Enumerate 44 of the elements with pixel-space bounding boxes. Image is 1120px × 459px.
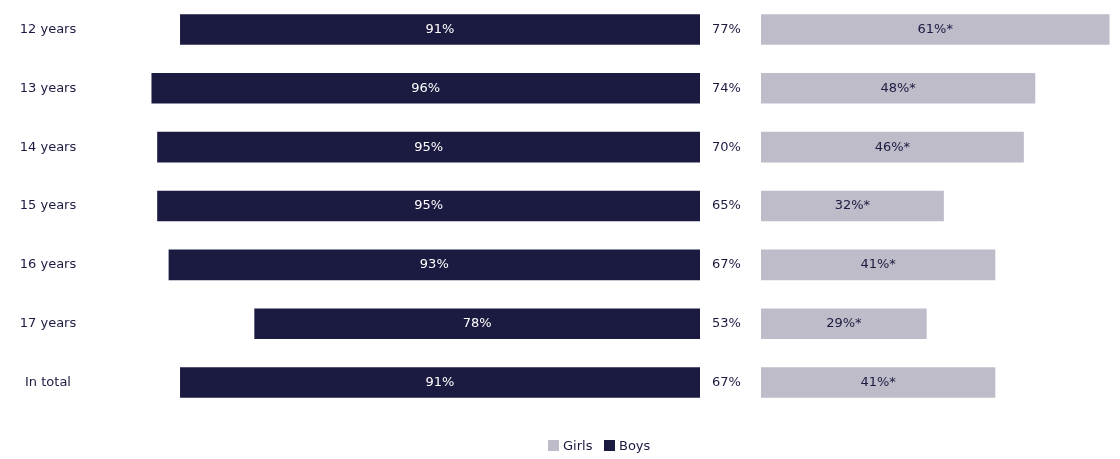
bar [761, 14, 1110, 45]
legend-label: Girls [562, 438, 593, 453]
data-label: 91% [425, 20, 455, 36]
data-label: 41%* [860, 256, 897, 272]
legend-label: Boys [618, 438, 651, 453]
text: 67% [712, 256, 741, 272]
text: 74% [712, 79, 741, 95]
data-label: 91% [425, 373, 455, 389]
bar [254, 308, 700, 340]
data-label: 95% [414, 197, 444, 213]
bar [157, 190, 700, 222]
data-label: 41%* [860, 373, 897, 389]
text: 67% [712, 373, 741, 389]
data-label: 29%* [826, 315, 863, 331]
y-tick-label: 16 years [19, 256, 77, 272]
y-tick-label: 17 years [19, 315, 77, 331]
data-label: 32%* [834, 197, 871, 213]
data-label: 48%* [880, 79, 917, 95]
data-label: 95% [414, 138, 444, 154]
bar [761, 131, 1024, 163]
y-tick-label: 12 years [19, 20, 77, 36]
text: 70% [712, 138, 741, 154]
y-tick-label: 13 years [19, 79, 77, 95]
text: 77% [712, 20, 741, 36]
bar [151, 72, 700, 104]
y-tick-label: 14 years [19, 138, 77, 154]
bar [761, 72, 1036, 104]
text: 65% [712, 197, 741, 213]
y-tick-label: In total [25, 373, 71, 389]
data-label: 78% [462, 315, 492, 331]
y-tick-label: 15 years [19, 197, 77, 213]
bar [168, 249, 700, 281]
data-label: 93% [419, 256, 449, 272]
data-label: 96% [411, 79, 441, 95]
bar [761, 367, 996, 398]
bar [761, 190, 944, 222]
bar [761, 249, 996, 281]
text: 53% [712, 315, 741, 331]
bar [180, 367, 700, 398]
bar [157, 131, 700, 163]
bar [761, 308, 927, 340]
data-label: 61%* [917, 20, 954, 36]
bar [180, 14, 700, 45]
data-label: 46%* [874, 138, 911, 154]
